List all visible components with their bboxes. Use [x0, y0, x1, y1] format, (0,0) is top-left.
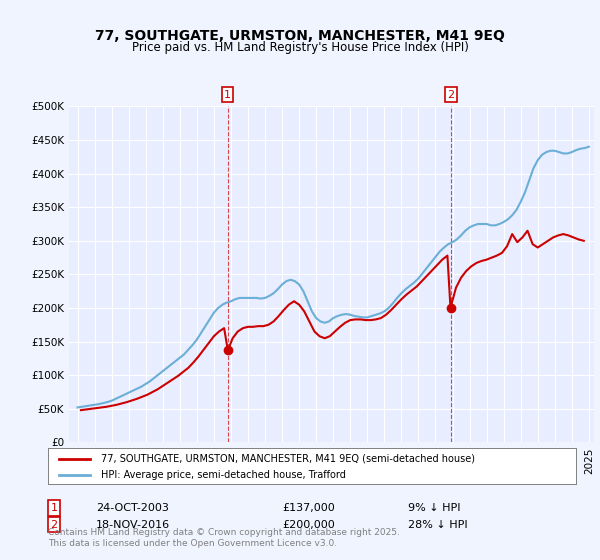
- Text: HPI: Average price, semi-detached house, Trafford: HPI: Average price, semi-detached house,…: [101, 470, 346, 479]
- Text: Contains HM Land Registry data © Crown copyright and database right 2025.
This d: Contains HM Land Registry data © Crown c…: [48, 528, 400, 548]
- Text: £137,000: £137,000: [282, 503, 335, 513]
- Text: 2: 2: [447, 90, 454, 100]
- Text: 2: 2: [50, 520, 58, 530]
- Text: 9% ↓ HPI: 9% ↓ HPI: [408, 503, 461, 513]
- Text: 24-OCT-2003: 24-OCT-2003: [96, 503, 169, 513]
- Text: 28% ↓ HPI: 28% ↓ HPI: [408, 520, 467, 530]
- Text: 77, SOUTHGATE, URMSTON, MANCHESTER, M41 9EQ (semi-detached house): 77, SOUTHGATE, URMSTON, MANCHESTER, M41 …: [101, 453, 475, 463]
- Text: 77, SOUTHGATE, URMSTON, MANCHESTER, M41 9EQ: 77, SOUTHGATE, URMSTON, MANCHESTER, M41 …: [95, 29, 505, 44]
- Text: £200,000: £200,000: [282, 520, 335, 530]
- Text: 18-NOV-2016: 18-NOV-2016: [96, 520, 170, 530]
- Text: 1: 1: [50, 503, 58, 513]
- Text: 1: 1: [224, 90, 231, 100]
- Text: Price paid vs. HM Land Registry's House Price Index (HPI): Price paid vs. HM Land Registry's House …: [131, 41, 469, 54]
